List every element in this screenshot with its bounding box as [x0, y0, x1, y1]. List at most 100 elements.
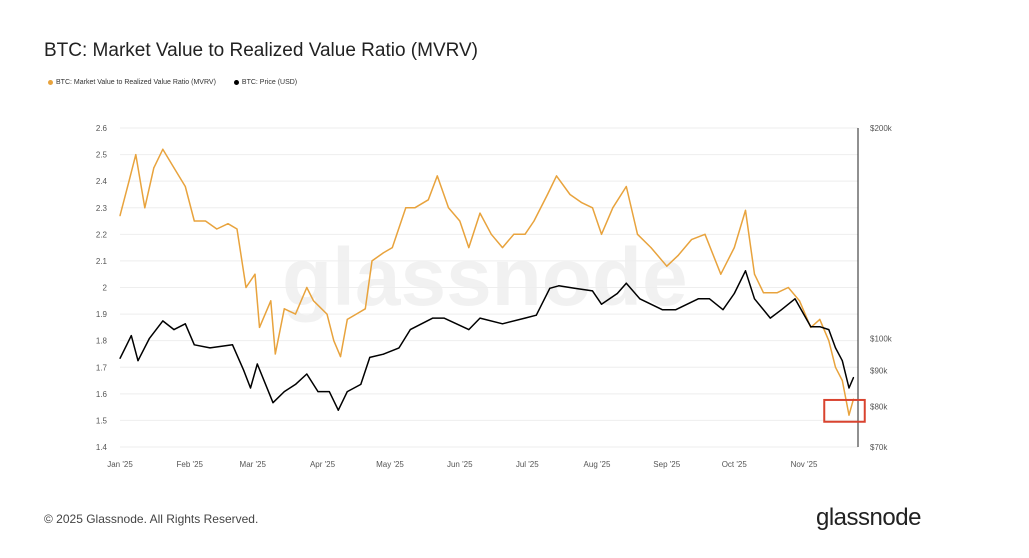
mvrv-point — [135, 153, 137, 156]
mvrv-point — [841, 379, 843, 382]
price-point — [661, 309, 663, 311]
x-tick-label: Feb '25 — [177, 460, 204, 469]
price-point — [535, 314, 537, 316]
price-point — [625, 282, 627, 284]
price-point — [294, 383, 297, 386]
mvrv-point — [333, 340, 335, 342]
price-point — [184, 323, 186, 325]
x-tick-label: Jul '25 — [516, 460, 539, 469]
mvrv-point — [625, 185, 627, 188]
y-right-tick-label: $100k — [870, 335, 893, 344]
mvrv-point — [677, 255, 679, 257]
y-right-tick-label: $200k — [870, 124, 893, 133]
mvrv-point — [391, 247, 393, 249]
mvrv-point — [355, 313, 357, 315]
price-point — [722, 309, 724, 311]
mvrv-point — [427, 199, 429, 201]
mvrv-point — [753, 273, 756, 275]
y-left-tick-label: 1.4 — [96, 443, 108, 452]
price-point — [328, 390, 330, 393]
price-point — [769, 317, 771, 319]
y-left-tick-label: 1.8 — [96, 337, 108, 346]
price-point — [828, 329, 830, 331]
price-point — [382, 353, 384, 355]
mvrv-point — [690, 239, 693, 241]
mvrv-point — [744, 209, 747, 212]
price-point — [708, 298, 711, 300]
y-left-tick-label: 2.2 — [96, 230, 108, 239]
mvrv-point — [236, 228, 238, 230]
y-left-tick-label: 1.9 — [96, 310, 108, 319]
mvrv-point — [204, 220, 207, 222]
price-point — [272, 402, 274, 404]
x-tick-label: Jan '25 — [107, 460, 133, 469]
y-right-tick-label: $90k — [870, 367, 888, 376]
price-point — [249, 387, 252, 389]
price-point — [675, 309, 677, 311]
mvrv-dot-icon — [48, 79, 53, 85]
watermark: glassnode — [282, 232, 688, 323]
price-point — [231, 344, 234, 346]
price-point — [119, 357, 121, 359]
y-left-tick-label: 1.7 — [96, 363, 108, 372]
price-point — [443, 317, 445, 319]
price-point — [209, 347, 211, 349]
legend-label: BTC: Price (USD) — [241, 79, 298, 86]
legend-item-mvrv[interactable]: BTC: Market Value to Realized Value Rati… — [48, 79, 216, 86]
y-left-tick-label: 2.5 — [96, 151, 108, 160]
mvrv-point — [650, 247, 652, 249]
y-left-tick-label: 1.5 — [96, 416, 108, 425]
price-point — [243, 370, 245, 372]
mvrv-point — [274, 353, 276, 355]
price-point — [360, 383, 362, 386]
price-point — [317, 390, 319, 393]
copyright: © 2025 Glassnode. All Rights Reserved. — [44, 512, 259, 526]
price-point — [834, 347, 837, 349]
x-tick-label: Aug '25 — [584, 460, 611, 469]
y-right-tick-label: $80k — [870, 402, 888, 411]
price-point — [479, 317, 481, 319]
mvrv-point — [128, 180, 130, 182]
price-point — [616, 292, 618, 295]
mvrv-point — [447, 207, 450, 209]
mvrv-point — [762, 292, 765, 294]
mvrv-point — [371, 260, 373, 262]
mvrv-point — [848, 414, 850, 416]
legend-item-price[interactable]: BTC: Price (USD) — [233, 79, 298, 86]
mvrv-point — [787, 286, 789, 289]
mvrv-point — [258, 326, 261, 328]
mvrv-point — [600, 233, 603, 235]
y-left-tick-label: 2.6 — [96, 124, 108, 133]
price-point — [193, 344, 195, 346]
price-point — [432, 317, 434, 319]
y-left-tick-label: 2.4 — [96, 177, 108, 186]
mvrv-point — [828, 340, 830, 342]
highlight-box — [823, 398, 866, 423]
legend: BTC: Market Value to Realized Value Rati… — [48, 79, 297, 86]
mvrv-point — [144, 207, 146, 209]
price-point — [162, 320, 164, 322]
x-tick-label: Jun '25 — [447, 460, 473, 469]
mvrv-point — [798, 300, 801, 302]
price-point — [398, 347, 400, 349]
price-point — [283, 390, 285, 393]
mvrv-point — [636, 233, 639, 235]
price-point — [468, 329, 470, 331]
y-left-tick-label: 2.1 — [96, 257, 108, 266]
mvrv-point — [119, 215, 121, 217]
price-point — [130, 334, 132, 337]
price-point — [501, 323, 504, 325]
price-point — [346, 390, 348, 393]
price-point — [524, 317, 526, 319]
mvrv-point — [720, 273, 722, 275]
x-tick-label: Nov '25 — [791, 460, 818, 469]
price-point — [697, 298, 699, 300]
mvrv-point — [294, 313, 297, 315]
mvrv-point — [216, 228, 218, 230]
mvrv-point — [245, 286, 247, 289]
mvrv-point — [524, 233, 526, 235]
price-point — [733, 292, 735, 295]
mvrv-point — [270, 300, 272, 302]
x-tick-label: Apr '25 — [310, 460, 336, 469]
